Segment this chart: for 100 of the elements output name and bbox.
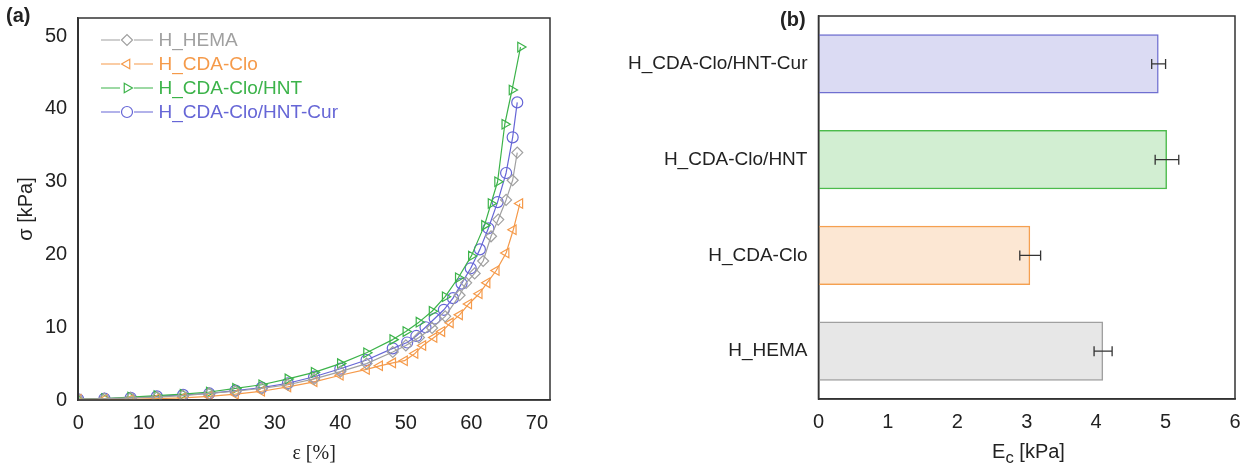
point bbox=[464, 262, 477, 275]
point bbox=[481, 277, 491, 289]
point bbox=[494, 176, 504, 188]
y-tick-label: H_CDA-Clo/HNT-Cur bbox=[627, 52, 809, 75]
point bbox=[511, 96, 524, 109]
legend-label: H_CDA-Clo bbox=[158, 51, 258, 76]
point bbox=[425, 321, 439, 335]
point bbox=[398, 355, 408, 367]
x-tick-label: 6 bbox=[1229, 409, 1241, 432]
point bbox=[491, 195, 504, 209]
point bbox=[468, 267, 481, 280]
point bbox=[336, 358, 347, 369]
x-tick-label: 20 bbox=[198, 410, 221, 433]
point bbox=[453, 309, 463, 321]
point bbox=[435, 326, 446, 337]
x-tick-label: 2 bbox=[951, 409, 963, 432]
y-tick-label: 50 bbox=[45, 23, 68, 46]
point bbox=[500, 193, 513, 207]
y-tick-label: 0 bbox=[56, 387, 68, 410]
point bbox=[415, 316, 426, 328]
point bbox=[310, 366, 321, 378]
x-axis-title: E$_{c}$ [kPa] bbox=[991, 440, 1066, 468]
x-tick-label: 10 bbox=[132, 410, 155, 433]
y-tick-label: H_CDA-Clo bbox=[708, 243, 808, 266]
point bbox=[481, 220, 491, 231]
point bbox=[373, 360, 383, 372]
y-tick-label: 20 bbox=[45, 241, 68, 264]
point bbox=[506, 174, 519, 187]
y-tick-label: H_HEMA bbox=[728, 339, 808, 362]
point bbox=[500, 247, 510, 259]
point bbox=[386, 342, 399, 355]
point bbox=[490, 265, 500, 276]
bar bbox=[818, 225, 1031, 286]
x-tick-label: 50 bbox=[394, 410, 417, 433]
point bbox=[501, 118, 511, 130]
x-tick-label: 1 bbox=[882, 409, 894, 432]
point bbox=[462, 298, 473, 310]
x-tick-label: 40 bbox=[329, 410, 352, 433]
y-axis-title: σ [kPa] bbox=[13, 177, 36, 241]
x-axis-title: ε [%] bbox=[292, 441, 336, 464]
x-tick-label: 4 bbox=[1090, 409, 1102, 432]
point bbox=[439, 310, 452, 323]
point bbox=[308, 376, 318, 388]
point bbox=[473, 243, 486, 256]
point bbox=[444, 317, 454, 329]
point bbox=[460, 276, 473, 289]
point bbox=[446, 292, 460, 305]
point bbox=[437, 303, 450, 316]
point bbox=[454, 272, 465, 284]
point bbox=[484, 230, 498, 243]
point bbox=[203, 391, 213, 400]
x-tick-label: 60 bbox=[460, 410, 483, 433]
point bbox=[473, 288, 483, 300]
point bbox=[402, 326, 412, 337]
point bbox=[477, 254, 490, 268]
point bbox=[500, 166, 513, 180]
x-tick-label: 5 bbox=[1160, 409, 1172, 432]
point bbox=[513, 198, 524, 209]
point bbox=[416, 340, 427, 351]
legend-label: H_HEMA bbox=[158, 27, 238, 52]
point bbox=[517, 41, 527, 53]
point bbox=[284, 373, 295, 385]
y-tick-label: 40 bbox=[45, 96, 68, 119]
x-tick-label: 70 bbox=[525, 410, 549, 433]
point bbox=[386, 357, 397, 369]
bar bbox=[818, 321, 1104, 381]
y-tick-label: 30 bbox=[45, 169, 68, 192]
point bbox=[363, 347, 373, 359]
point bbox=[386, 345, 399, 359]
point bbox=[492, 213, 505, 226]
bar bbox=[818, 34, 1159, 94]
point bbox=[468, 250, 478, 262]
point bbox=[428, 305, 439, 317]
point bbox=[508, 84, 519, 96]
text: (b) bbox=[780, 8, 806, 31]
x-tick-label: 0 bbox=[72, 410, 84, 433]
point bbox=[419, 321, 432, 334]
x-tick-label: 30 bbox=[263, 410, 286, 433]
point bbox=[360, 357, 373, 370]
legend-label: H_CDA-Clo/HNT-Cur bbox=[158, 99, 338, 124]
point bbox=[455, 277, 468, 290]
point bbox=[408, 348, 419, 359]
x-tick-label: 0 bbox=[812, 409, 825, 432]
point bbox=[506, 131, 519, 144]
point bbox=[428, 312, 441, 325]
y-tick-label: H_CDA-Clo/HNT bbox=[663, 147, 808, 170]
y-tick-label: 10 bbox=[45, 314, 68, 337]
point bbox=[334, 369, 344, 381]
point bbox=[487, 198, 498, 209]
point bbox=[453, 289, 466, 302]
point bbox=[511, 146, 524, 159]
point bbox=[441, 291, 452, 303]
point bbox=[427, 332, 438, 343]
point bbox=[360, 353, 373, 367]
point bbox=[507, 224, 517, 236]
point bbox=[389, 334, 399, 345]
text: (a) bbox=[6, 4, 31, 27]
x-tick-label: 3 bbox=[1021, 409, 1033, 432]
legend-label: H_CDA-Clo/HNT bbox=[158, 75, 303, 100]
bar bbox=[818, 129, 1167, 190]
